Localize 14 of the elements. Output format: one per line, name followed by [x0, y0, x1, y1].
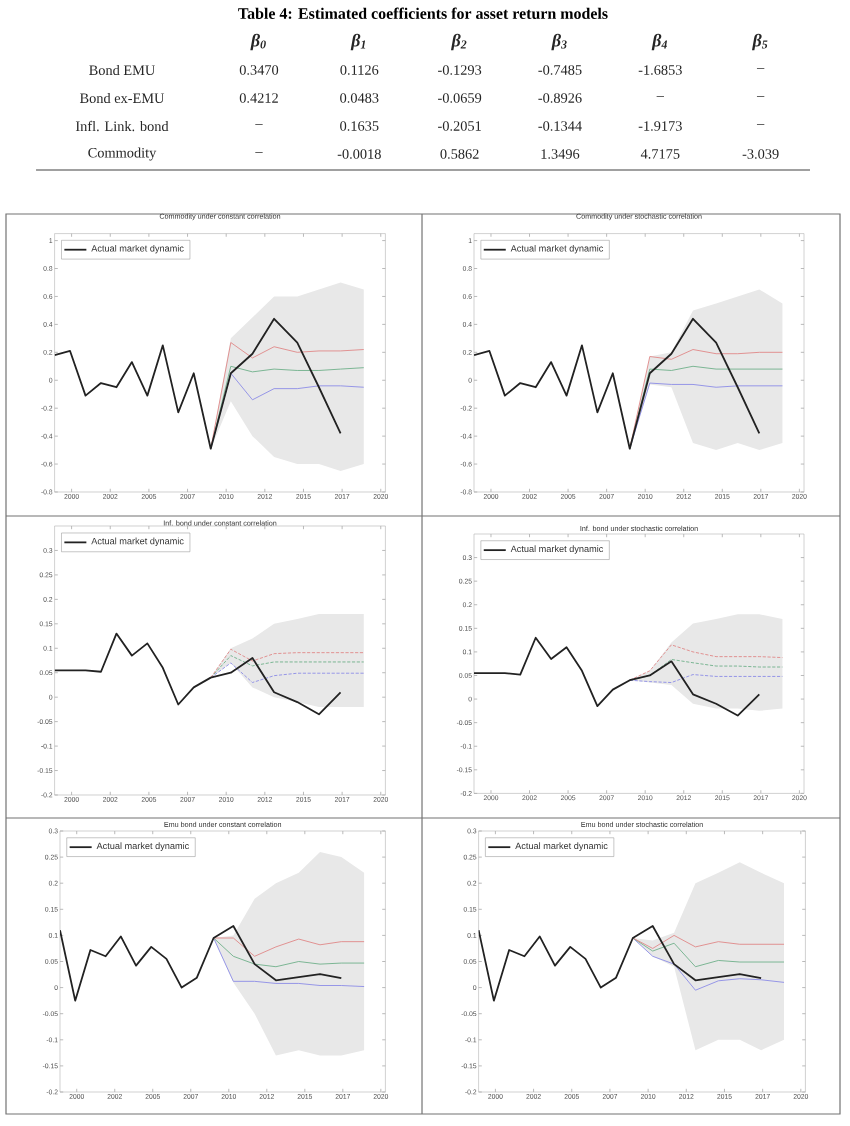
- line-series: [54, 317, 342, 450]
- x-tick-label: β$_{0}$: [250, 33, 266, 51]
- line-series: [474, 317, 761, 450]
- x-tick-label: β$_{4}$: [651, 33, 668, 51]
- x-tick-label: β$_{3}$: [551, 33, 567, 51]
- line-series: [632, 937, 785, 991]
- line-series: [213, 937, 365, 987]
- line-series: [60, 925, 343, 1002]
- line-series: [478, 925, 763, 1002]
- x-tick-label: β$_{5}$: [751, 33, 768, 51]
- line-series: [213, 937, 365, 968]
- line-series: [213, 937, 365, 957]
- x-tick-label: β$_{2}$: [450, 33, 467, 51]
- x-tick-label: β$_{1}$: [350, 33, 366, 51]
